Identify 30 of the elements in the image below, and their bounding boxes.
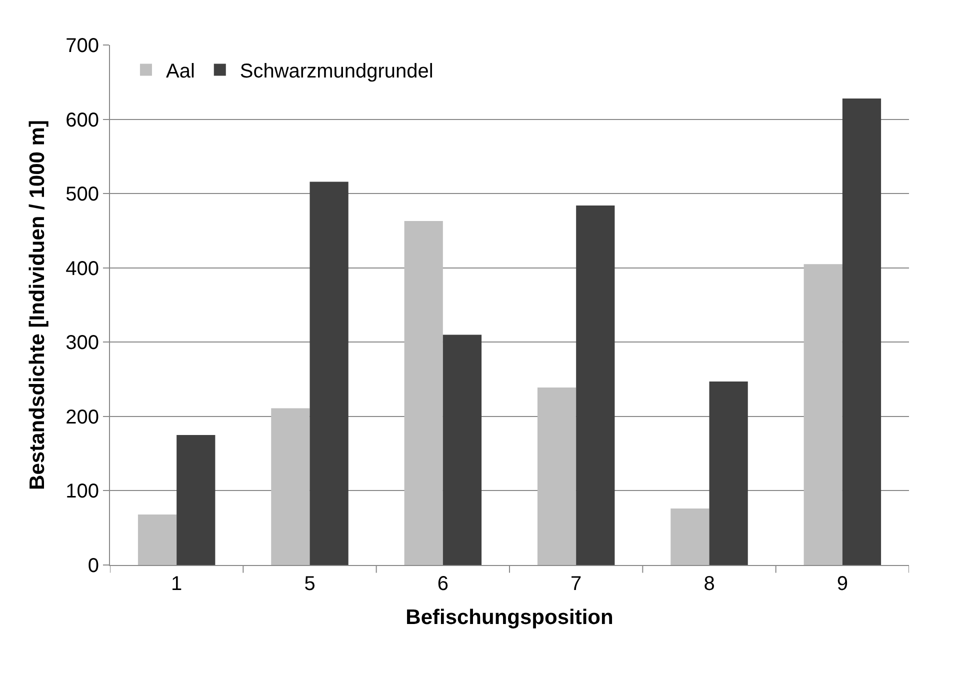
y-tick-label: 600 (66, 109, 99, 132)
x-tick-label: 7 (570, 573, 582, 595)
y-tick-label: 100 (66, 480, 99, 503)
y-tick-label: 300 (66, 332, 99, 354)
bar (804, 264, 842, 565)
legend-label: Aal (166, 60, 195, 82)
x-tick-label: 1 (171, 573, 182, 595)
x-axis-title: Befischungsposition (406, 606, 614, 630)
y-tick-label: 200 (66, 406, 99, 428)
bar (176, 435, 216, 565)
x-tick-label: 8 (704, 573, 715, 595)
bar (537, 387, 576, 565)
legend-label: Schwarzmundgrundel (240, 60, 434, 82)
bar (271, 408, 310, 565)
x-tick-label: 9 (836, 573, 848, 595)
bar (442, 334, 482, 565)
y-tick-label: 700 (66, 35, 99, 57)
x-tick-label: 6 (437, 573, 448, 595)
y-axis-title: Bestandsdichte [Individuen / 1000 m] (26, 120, 49, 490)
x-tick-label: 5 (304, 573, 316, 595)
bar (709, 382, 748, 565)
y-tick-label: 400 (66, 258, 99, 280)
bar (576, 205, 615, 565)
y-tick-label: 0 (88, 555, 99, 577)
bar (138, 514, 177, 565)
bar (404, 221, 443, 565)
bar (670, 508, 710, 565)
y-tick-label: 500 (66, 184, 99, 206)
bar (842, 98, 882, 565)
bar (310, 182, 348, 565)
